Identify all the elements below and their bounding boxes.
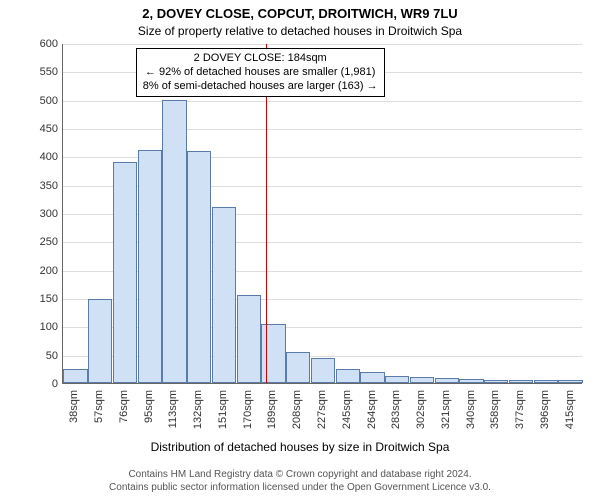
histogram-bar bbox=[459, 379, 483, 383]
ytick-label: 550 bbox=[40, 66, 58, 78]
ytick-label: 350 bbox=[40, 180, 58, 192]
annotation-line: 2 DOVEY CLOSE: 184sqm bbox=[143, 52, 378, 66]
xtick-label: 302sqm bbox=[415, 390, 427, 429]
ytick-label: 0 bbox=[52, 378, 58, 390]
xtick-label: 283sqm bbox=[390, 390, 402, 429]
xtick-label: 113sqm bbox=[167, 390, 179, 428]
histogram-bar bbox=[534, 380, 558, 383]
xtick-label: 377sqm bbox=[514, 390, 526, 429]
xtick-label: 264sqm bbox=[366, 390, 378, 429]
xtick-label: 358sqm bbox=[489, 390, 501, 429]
histogram-bar bbox=[435, 378, 459, 383]
plot-area: 2 DOVEY CLOSE: 184sqm← 92% of detached h… bbox=[62, 44, 582, 384]
chart-title-main: 2, DOVEY CLOSE, COPCUT, DROITWICH, WR9 7… bbox=[0, 6, 600, 21]
x-axis-title: Distribution of detached houses by size … bbox=[0, 440, 600, 454]
ytick-label: 500 bbox=[40, 95, 58, 107]
histogram-bar bbox=[509, 380, 533, 383]
xtick-label: 415sqm bbox=[564, 390, 576, 429]
ytick-label: 600 bbox=[40, 38, 58, 50]
histogram-bar bbox=[558, 380, 582, 383]
histogram-bar bbox=[113, 162, 137, 383]
xtick-label: 76sqm bbox=[118, 390, 130, 423]
xtick-label: 227sqm bbox=[316, 390, 328, 429]
xtick-label: 151sqm bbox=[217, 390, 229, 429]
histogram-bar bbox=[311, 358, 335, 384]
xtick-label: 95sqm bbox=[143, 390, 155, 423]
gridline bbox=[63, 129, 582, 130]
footer-attribution: Contains HM Land Registry data © Crown c… bbox=[0, 469, 600, 494]
annotation-line: ← 92% of detached houses are smaller (1,… bbox=[143, 66, 378, 80]
histogram-bar bbox=[410, 377, 434, 383]
ytick-label: 250 bbox=[40, 236, 58, 248]
ytick-label: 300 bbox=[40, 208, 58, 220]
histogram-bar bbox=[484, 380, 508, 383]
histogram-bar bbox=[336, 369, 360, 383]
histogram-bar bbox=[138, 150, 162, 383]
histogram-bar bbox=[162, 100, 186, 383]
xtick-label: 189sqm bbox=[266, 390, 278, 429]
ytick-label: 400 bbox=[40, 151, 58, 163]
xtick-label: 321sqm bbox=[440, 390, 452, 429]
xtick-label: 396sqm bbox=[539, 390, 551, 429]
xtick-label: 132sqm bbox=[192, 390, 204, 429]
histogram-bar bbox=[360, 372, 384, 383]
ytick-label: 450 bbox=[40, 123, 58, 135]
histogram-bar bbox=[187, 151, 211, 383]
xtick-label: 57sqm bbox=[93, 390, 105, 423]
histogram-bar bbox=[63, 369, 87, 383]
xtick-label: 245sqm bbox=[341, 390, 353, 429]
ytick-label: 50 bbox=[46, 350, 58, 362]
histogram-bar bbox=[88, 299, 112, 383]
xtick-label: 38sqm bbox=[68, 390, 80, 423]
footer-line-2: Contains public sector information licen… bbox=[0, 482, 600, 495]
xtick-label: 170sqm bbox=[242, 390, 254, 429]
histogram-bar bbox=[385, 376, 409, 383]
histogram-bar bbox=[237, 295, 261, 383]
ytick-label: 200 bbox=[40, 265, 58, 277]
gridline bbox=[63, 44, 582, 45]
histogram-bar bbox=[286, 352, 310, 383]
histogram-bar bbox=[212, 207, 236, 383]
xtick-label: 208sqm bbox=[291, 390, 303, 429]
annotation-line: 8% of semi-detached houses are larger (1… bbox=[143, 80, 378, 94]
ytick-label: 150 bbox=[40, 293, 58, 305]
ytick-label: 100 bbox=[40, 321, 58, 333]
footer-line-1: Contains HM Land Registry data © Crown c… bbox=[0, 469, 600, 482]
xtick-label: 340sqm bbox=[465, 390, 477, 429]
gridline bbox=[63, 101, 582, 102]
chart-title-sub: Size of property relative to detached ho… bbox=[0, 24, 600, 38]
annotation-box: 2 DOVEY CLOSE: 184sqm← 92% of detached h… bbox=[136, 48, 385, 97]
